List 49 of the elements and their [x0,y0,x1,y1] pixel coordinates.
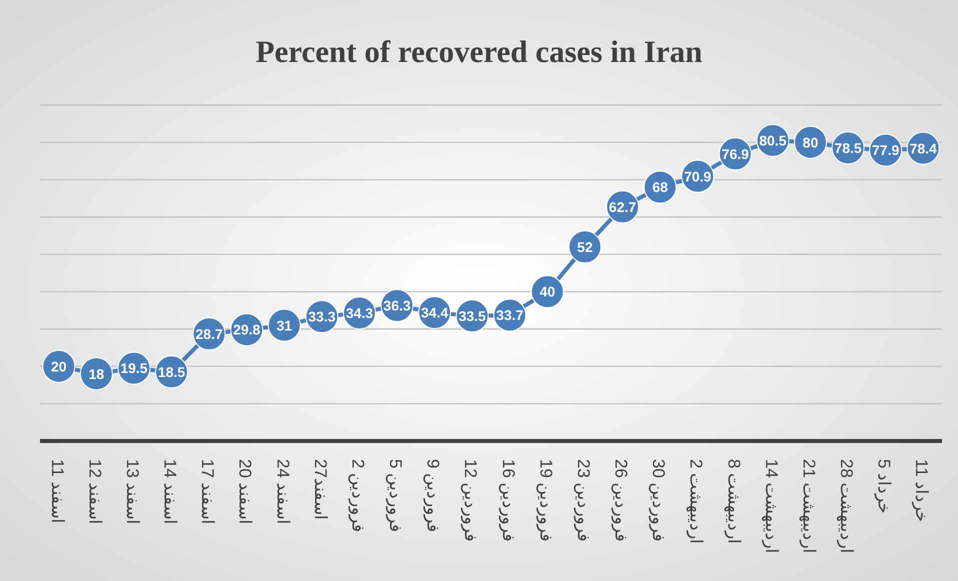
data-label: 36.3 [383,297,411,314]
x-tick-label: 17 اسفند [198,459,218,525]
x-tick-label: 26 فروردین [610,459,631,542]
x-tick-label: 8 اردیبهشت [723,459,744,544]
data-label: 33.7 [496,307,524,324]
data-label: 76.9 [722,146,750,162]
chart-title: Percent of recovered cases in Iran [256,34,702,69]
data-label: 40 [540,284,556,300]
x-tick-label: 13 اسفند [122,459,142,525]
data-label: 18.5 [158,364,186,380]
x-tick-label: 14 اردیبهشت [760,459,781,554]
x-tick-label: 30 فروردین [648,459,668,542]
x-tick-label: 27اسفند [310,459,330,520]
data-label: 62.7 [608,198,636,215]
x-tick-label: 14 اسفند [160,459,180,525]
x-tick-label: 20 اسفند [236,459,255,525]
data-label: 34.3 [346,304,374,321]
data-label: 33.3 [308,308,336,325]
x-tick-label: 12 اسفند [85,459,104,525]
data-label: 19.5 [120,360,148,376]
data-label: 52 [577,238,593,255]
x-tick-label: 11 خرداد [911,459,932,522]
x-tick-label: 9 فروردین [422,459,443,532]
data-label: 28.7 [196,326,223,342]
data-label: 78.5 [834,140,862,156]
x-tick-label: 19 فروردین [535,459,556,542]
data-label: 31 [276,317,292,334]
x-tick-label: 23 فروردین [572,459,593,542]
data-label: 80.5 [759,132,787,148]
x-tick-label: 5 فروردین [385,459,406,532]
x-tick-label: 11 اسفند [48,459,67,524]
data-label: 78.4 [910,140,938,156]
x-tick-label: 2 فروردین [347,459,368,532]
x-tick-label: 5 خرداد [874,459,894,514]
x-tick-label: 21 اردیبهشت [798,459,818,554]
data-label: 70.9 [684,168,712,184]
data-label: 68 [652,179,668,196]
x-tick-label: 16 فروردین [498,459,518,542]
x-tick-label: 12 فروردین [460,459,480,542]
x-tick-label: 28 اردیبهشت [836,459,856,554]
x-tick-label: 2 اردیبهشت [686,459,706,544]
data-label: 80 [802,134,818,150]
data-label: 29.8 [233,322,261,338]
data-label: 77.9 [872,142,900,158]
data-label: 18 [88,366,104,382]
data-label: 20 [51,358,67,374]
data-label: 33.5 [458,308,486,324]
x-tick-label: 24 اسفند [273,459,292,525]
data-label: 34.4 [421,304,448,321]
